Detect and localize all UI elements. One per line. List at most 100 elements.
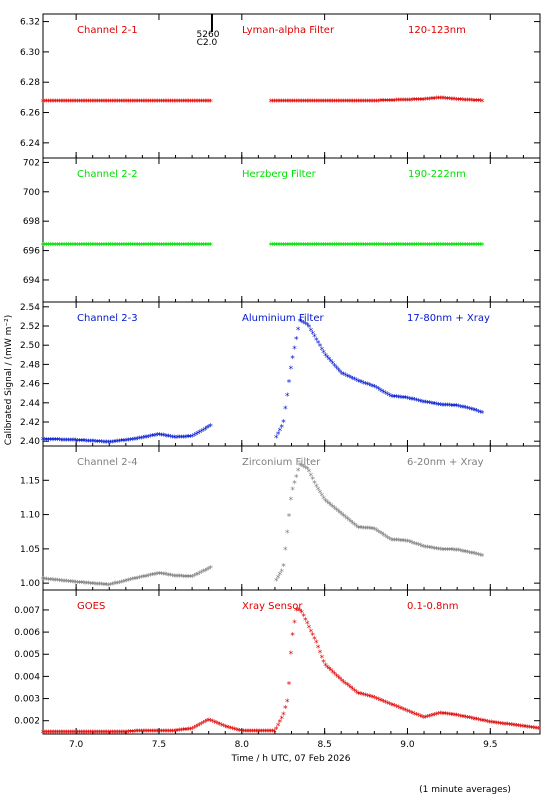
data-point: * xyxy=(369,241,374,251)
data-point: * xyxy=(307,324,312,334)
data-point: * xyxy=(165,98,170,108)
data-point: * xyxy=(351,375,356,385)
data-point: * xyxy=(416,397,421,407)
data-point: * xyxy=(281,241,286,251)
y-tick-label: 1.10 xyxy=(20,511,40,521)
data-point: * xyxy=(112,241,117,251)
data-point: * xyxy=(318,343,323,353)
data-point: * xyxy=(400,706,405,716)
data-point: * xyxy=(445,711,450,721)
data-point: * xyxy=(156,432,161,442)
data-point: * xyxy=(498,720,503,730)
data-point: * xyxy=(163,241,168,251)
data-point: * xyxy=(436,401,441,411)
data-point: * xyxy=(59,578,64,588)
data-point: * xyxy=(141,241,146,251)
data-point: * xyxy=(165,433,170,443)
data-point: * xyxy=(68,579,73,589)
data-point: * xyxy=(358,378,363,388)
data-point: * xyxy=(354,689,359,699)
data-point: * xyxy=(128,98,133,108)
data-point: * xyxy=(108,241,113,251)
data-point: * xyxy=(88,98,93,108)
data-point: * xyxy=(134,98,139,108)
data-point: * xyxy=(130,98,135,108)
data-point: * xyxy=(334,364,339,374)
data-point: * xyxy=(329,667,334,677)
data-point: * xyxy=(300,318,305,328)
data-point: * xyxy=(354,523,359,533)
data-point: * xyxy=(309,98,314,108)
data-point: * xyxy=(68,241,73,251)
data-point: * xyxy=(150,433,155,443)
data-point: * xyxy=(394,97,399,107)
data-point: * xyxy=(159,98,164,108)
data-point: * xyxy=(436,95,441,105)
data-point: * xyxy=(292,619,297,629)
data-point: * xyxy=(274,725,279,735)
data-point: * xyxy=(476,408,481,418)
data-point: * xyxy=(409,396,414,406)
data-point: * xyxy=(391,241,396,251)
data-point: * xyxy=(383,533,388,543)
data-point: * xyxy=(83,98,88,108)
data-point: * xyxy=(74,98,79,108)
data-point: * xyxy=(305,241,310,251)
y-tick-label: 6.28 xyxy=(20,78,40,88)
data-point: * xyxy=(429,400,434,410)
data-point: * xyxy=(125,241,130,251)
data-point: * xyxy=(301,613,306,623)
data-point: * xyxy=(398,241,403,251)
data-point: * xyxy=(66,437,71,447)
data-point: * xyxy=(449,96,454,106)
data-point: * xyxy=(473,551,478,561)
data-point: * xyxy=(46,729,51,739)
data-point: * xyxy=(177,573,182,583)
data-point: * xyxy=(312,98,317,108)
data-point: * xyxy=(239,728,244,738)
data-point: * xyxy=(132,98,137,108)
data-point: * xyxy=(95,438,100,448)
data-point: * xyxy=(473,241,478,251)
data-point: * xyxy=(351,686,356,696)
data-point: * xyxy=(478,241,483,251)
data-point: * xyxy=(114,438,119,448)
data-point: * xyxy=(196,571,201,581)
data-point: * xyxy=(440,241,445,251)
data-point: * xyxy=(50,241,55,251)
data-point: * xyxy=(438,95,443,105)
data-point: * xyxy=(307,98,312,108)
band-label: 190-222nm xyxy=(408,169,466,180)
data-point: * xyxy=(276,430,281,440)
data-point: * xyxy=(234,726,239,736)
data-point: * xyxy=(70,729,75,739)
data-point: * xyxy=(183,726,188,736)
data-point: * xyxy=(331,669,336,679)
data-point: * xyxy=(363,98,368,108)
data-point: * xyxy=(70,579,75,589)
data-point: * xyxy=(294,607,299,617)
data-point: * xyxy=(250,728,255,738)
data-point: * xyxy=(54,241,59,251)
data-point: * xyxy=(389,97,394,107)
data-point: * xyxy=(325,664,330,674)
data-point: * xyxy=(174,98,179,108)
data-point: * xyxy=(413,97,418,107)
y-tick-label: 2.40 xyxy=(20,437,40,447)
data-point: * xyxy=(166,728,171,738)
data-point: * xyxy=(285,529,290,539)
data-point: * xyxy=(347,98,352,108)
data-point: * xyxy=(110,98,115,108)
data-point: * xyxy=(201,568,206,578)
data-point: * xyxy=(405,395,410,405)
data-point: * xyxy=(276,722,281,732)
data-point: * xyxy=(354,241,359,251)
data-point: * xyxy=(94,438,99,448)
data-point: * xyxy=(374,695,379,705)
data-point: * xyxy=(372,98,377,108)
data-point: * xyxy=(361,380,366,390)
data-point: * xyxy=(403,241,408,251)
data-point: * xyxy=(453,547,458,557)
data-point: * xyxy=(207,717,212,727)
data-point: * xyxy=(185,98,190,108)
